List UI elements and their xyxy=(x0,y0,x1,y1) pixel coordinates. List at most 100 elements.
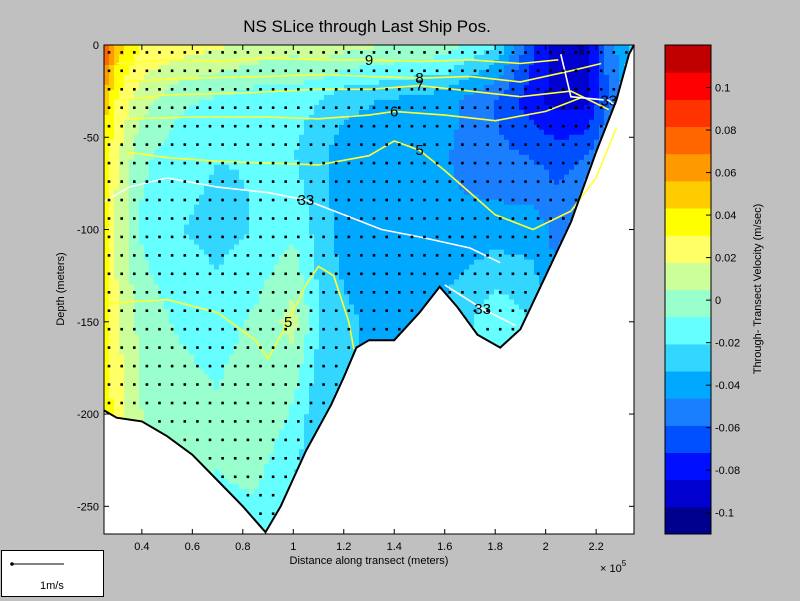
field-cell xyxy=(104,339,110,345)
field-cell xyxy=(309,309,315,316)
field-cell xyxy=(139,394,145,400)
field-cell xyxy=(109,374,115,380)
field-cell xyxy=(344,109,350,116)
field-cell xyxy=(264,264,270,271)
field-cell xyxy=(379,274,385,281)
field-cell xyxy=(259,94,265,101)
field-cell xyxy=(294,309,300,316)
field-cell xyxy=(274,414,280,420)
field-cell xyxy=(404,60,410,66)
field-cell xyxy=(104,324,110,330)
field-cell xyxy=(119,219,125,226)
field-cell xyxy=(259,244,265,251)
field-cell xyxy=(174,169,180,176)
field-cell xyxy=(119,184,125,191)
field-cell xyxy=(194,449,200,455)
field-cell xyxy=(329,389,335,395)
field-cell xyxy=(209,194,215,201)
field-cell xyxy=(214,294,220,301)
field-cell xyxy=(224,209,230,216)
field-cell xyxy=(249,299,255,306)
field-cell xyxy=(209,65,215,71)
field-cell xyxy=(134,169,140,176)
field-cell xyxy=(124,294,130,301)
field-cell xyxy=(329,274,335,281)
field-cell xyxy=(214,109,220,116)
field-cell xyxy=(194,269,200,276)
field-cell xyxy=(404,219,410,226)
field-cell xyxy=(219,65,225,71)
field-cell xyxy=(119,314,125,320)
field-cell xyxy=(399,89,405,96)
field-cell xyxy=(259,69,265,76)
field-cell xyxy=(184,259,190,266)
field-cell xyxy=(144,339,150,345)
field-cell xyxy=(284,154,290,161)
field-cell xyxy=(179,134,185,141)
field-cell xyxy=(274,149,280,156)
field-cell xyxy=(354,169,360,176)
field-cell xyxy=(399,304,405,311)
field-cell xyxy=(354,249,360,256)
field-cell xyxy=(254,134,260,141)
field-cell xyxy=(139,209,145,216)
field-cell xyxy=(359,65,365,71)
field-cell xyxy=(334,189,340,196)
field-cell xyxy=(249,384,255,390)
field-cell xyxy=(204,204,210,211)
field-cell xyxy=(274,429,280,435)
field-cell xyxy=(104,169,110,176)
field-cell xyxy=(409,184,415,191)
field-cell xyxy=(414,129,420,136)
field-cell xyxy=(129,79,135,86)
field-cell xyxy=(149,169,155,176)
field-cell xyxy=(334,304,340,311)
field-cell xyxy=(314,134,320,141)
field-cell xyxy=(129,409,135,415)
field-cell xyxy=(384,239,390,246)
field-cell xyxy=(224,434,230,440)
field-cell xyxy=(109,389,115,395)
field-cell xyxy=(274,409,280,415)
field-cell xyxy=(274,99,280,106)
field-cell xyxy=(299,65,305,71)
field-cell xyxy=(369,264,375,271)
field-cell xyxy=(259,524,265,529)
field-cell xyxy=(314,189,320,196)
field-cell xyxy=(194,204,200,211)
field-cell xyxy=(289,174,295,181)
field-cell xyxy=(314,79,320,86)
field-cell xyxy=(379,104,385,111)
field-cell xyxy=(279,154,285,161)
field-cell xyxy=(284,329,290,335)
field-cell xyxy=(124,229,130,236)
field-cell xyxy=(144,164,150,171)
field-cell xyxy=(329,60,335,66)
field-cell xyxy=(184,284,190,291)
field-cell xyxy=(269,284,275,291)
field-cell xyxy=(224,60,230,66)
field-cell xyxy=(409,244,415,251)
field-cell xyxy=(339,109,345,116)
field-cell xyxy=(259,409,265,415)
field-cell xyxy=(384,99,390,106)
field-cell xyxy=(354,279,360,286)
field-cell xyxy=(294,94,300,101)
field-cell xyxy=(229,65,235,71)
field-cell xyxy=(309,294,315,301)
field-cell xyxy=(144,354,150,360)
field-cell xyxy=(404,264,410,271)
field-cell xyxy=(144,89,150,96)
field-cell xyxy=(299,389,305,395)
field-cell xyxy=(254,84,260,91)
field-cell xyxy=(409,239,415,246)
field-cell xyxy=(179,50,185,56)
field-cell xyxy=(134,289,140,296)
field-cell xyxy=(184,69,190,76)
field-cell xyxy=(164,349,170,355)
field-cell xyxy=(189,244,195,251)
field-cell xyxy=(149,159,155,166)
field-cell xyxy=(234,94,240,101)
field-cell xyxy=(164,119,170,126)
field-cell xyxy=(344,89,350,96)
